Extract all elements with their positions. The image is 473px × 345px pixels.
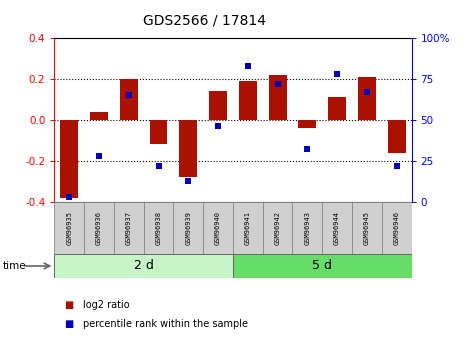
Point [95,153,103,159]
Text: ■: ■ [64,319,73,329]
Bar [322,202,352,254]
Bar [388,120,405,153]
Text: GSM96935: GSM96935 [66,211,72,245]
Bar [54,254,233,278]
Bar [149,120,167,145]
Text: time: time [2,261,26,271]
Bar [233,202,263,254]
Bar [358,77,376,120]
Text: GSM96938: GSM96938 [156,211,162,245]
Bar [61,120,78,198]
Text: GSM96942: GSM96942 [275,211,280,245]
Bar [292,202,322,254]
Bar [84,202,114,254]
Bar [328,97,346,120]
Bar [174,202,203,254]
Text: log2 ratio: log2 ratio [83,300,130,310]
Point [333,71,341,77]
Bar [352,202,382,254]
Point [214,124,222,129]
Bar [263,202,292,254]
Bar [298,120,316,128]
Text: GDS2566 / 17814: GDS2566 / 17814 [143,14,266,28]
Point [155,163,162,169]
Bar [90,112,108,120]
Point [184,178,192,183]
Bar [203,202,233,254]
Point [65,194,73,200]
Bar [382,202,412,254]
Text: 2 d: 2 d [134,259,154,273]
Text: GSM96941: GSM96941 [245,211,251,245]
Text: GSM96940: GSM96940 [215,211,221,245]
Text: percentile rank within the sample: percentile rank within the sample [83,319,248,329]
Text: GSM96936: GSM96936 [96,211,102,245]
Text: GSM96939: GSM96939 [185,211,191,245]
Bar [54,202,84,254]
Bar [144,202,174,254]
Bar [233,254,412,278]
Text: GSM96937: GSM96937 [126,211,132,245]
Text: GSM96943: GSM96943 [304,211,310,245]
Point [393,163,401,169]
Point [244,63,252,69]
Text: 5 d: 5 d [312,259,332,273]
Text: GSM96946: GSM96946 [394,211,400,245]
Point [304,147,311,152]
Bar [269,75,287,120]
Bar [179,120,197,177]
Point [274,81,281,87]
Point [125,92,132,98]
Text: GSM96944: GSM96944 [334,211,340,245]
Text: GSM96945: GSM96945 [364,211,370,245]
Text: ■: ■ [64,300,73,310]
Bar [114,202,144,254]
Bar [120,79,138,120]
Bar [239,81,257,120]
Bar [209,91,227,120]
Point [363,89,371,95]
